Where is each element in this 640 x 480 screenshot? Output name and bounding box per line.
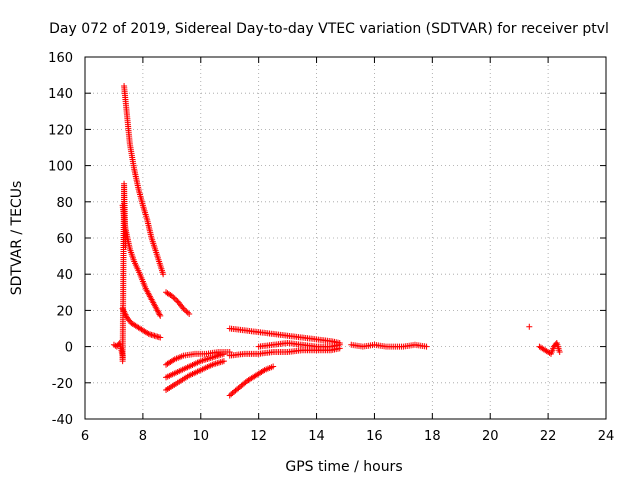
- data-point: [155, 310, 162, 317]
- data-point: [157, 334, 164, 341]
- x-tick-label: 6: [81, 429, 89, 444]
- grid-lines: [85, 57, 606, 419]
- y-axis-label: SDTVAR / TECUs: [9, 181, 25, 296]
- axis-ticks: 6 8 10 12 14 16 18 20 22 24 -40 -20 0 20 40 60 80 100 120 1…: [48, 51, 614, 444]
- x-tick-label: 20: [482, 429, 499, 444]
- data-point: [157, 312, 164, 319]
- data-point: [156, 311, 163, 318]
- data-points: [110, 82, 563, 399]
- data-point: [154, 307, 161, 314]
- series-negative-arc-after-11h: [226, 363, 277, 399]
- x-tick-label: 12: [250, 429, 267, 444]
- y-tick-label: 20: [56, 304, 73, 319]
- data-point: [179, 304, 186, 311]
- data-point: [173, 296, 180, 303]
- y-tick-label: 0: [65, 341, 73, 356]
- x-tick-label: 10: [193, 429, 210, 444]
- data-point: [168, 292, 175, 299]
- y-tick-label: 120: [48, 123, 73, 138]
- data-point: [170, 357, 177, 364]
- data-point: [220, 358, 227, 365]
- y-tick-label: -40: [52, 413, 73, 428]
- x-tick-label: 24: [598, 429, 615, 444]
- y-tick-label: 80: [56, 196, 73, 211]
- series-arc-around-9h: [163, 289, 193, 318]
- chart-title: Day 072 of 2019, Sidereal Day-to-day VTE…: [49, 21, 609, 37]
- series-upper-band-12h-14h: [255, 339, 343, 350]
- series-band-15h-18h: [348, 341, 430, 350]
- x-tick-label: 18: [424, 429, 441, 444]
- data-point: [184, 309, 191, 316]
- data-point: [186, 311, 193, 318]
- y-tick-label: -20: [52, 377, 73, 392]
- data-point: [170, 294, 177, 301]
- data-point: [122, 244, 129, 251]
- x-tick-label: 8: [139, 429, 147, 444]
- y-tick-label: 60: [56, 232, 73, 247]
- series-negative-band-upper: [163, 349, 233, 368]
- data-point: [160, 271, 167, 278]
- data-point: [270, 363, 277, 370]
- data-point: [144, 330, 151, 337]
- data-point: [423, 343, 430, 350]
- data-point: [180, 305, 187, 312]
- y-tick-label: 160: [48, 51, 73, 66]
- y-tick-label: 100: [48, 160, 73, 175]
- data-point: [556, 349, 563, 356]
- data-point: [155, 308, 162, 315]
- series-positive-arc-after-11h: [226, 325, 343, 346]
- data-point: [183, 308, 190, 315]
- series-isolated-late: [526, 323, 533, 330]
- data-point: [260, 368, 267, 375]
- series-negative-band-lower: [163, 358, 227, 394]
- series-isolated-early: [110, 180, 129, 365]
- data-point: [220, 350, 227, 357]
- series-near-zero-band-after-11h: [226, 345, 343, 359]
- x-axis-label: GPS time / hours: [285, 459, 402, 475]
- data-point: [181, 306, 188, 313]
- series-arc-steep-decay: [121, 82, 167, 278]
- y-tick-label: 40: [56, 268, 73, 283]
- x-tick-label: 16: [366, 429, 383, 444]
- data-point: [171, 295, 178, 302]
- series-cluster-22h: [536, 339, 563, 357]
- y-tick-label: 140: [48, 87, 73, 102]
- data-point: [526, 323, 533, 330]
- x-tick-label: 14: [308, 429, 325, 444]
- series-negative-band-middle: [163, 350, 227, 381]
- x-tick-label: 22: [540, 429, 557, 444]
- data-point: [336, 341, 343, 348]
